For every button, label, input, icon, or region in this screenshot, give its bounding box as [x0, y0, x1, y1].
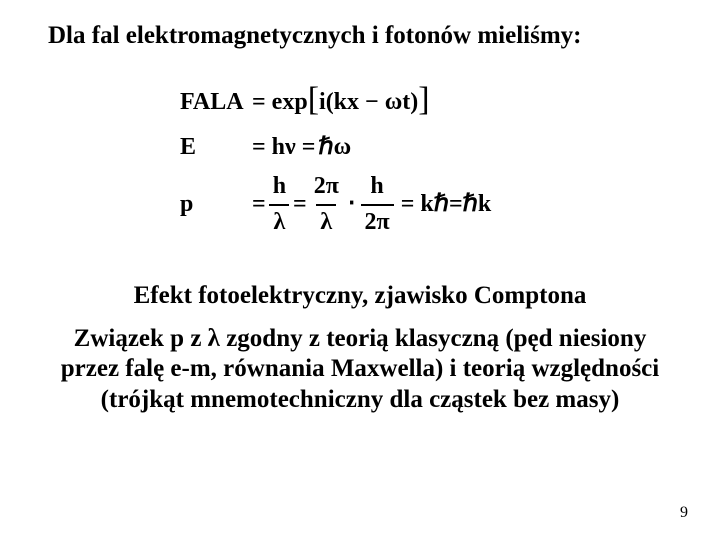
- equation-momentum: p = h λ = 2π λ ⋅ h 2π = k ℏ = ℏ k: [180, 171, 690, 237]
- eq3-f3num: h: [366, 171, 387, 203]
- eq1-lhs: FALA: [180, 87, 252, 118]
- eq3-f1den: λ: [269, 204, 289, 238]
- eq3-frac1: h λ: [269, 171, 290, 237]
- eq3-f1num: h: [269, 171, 290, 203]
- eq2-rhs1: = hν =: [252, 132, 315, 163]
- eq3-frac2: 2π λ: [310, 171, 343, 237]
- eq2-hbar: ℏ: [318, 132, 333, 163]
- eq3-f2den: λ: [316, 204, 336, 238]
- eq3-eq3: = k: [401, 189, 434, 220]
- subtitle: Efekt fotoelektryczny, zjawisko Comptona: [30, 282, 690, 310]
- eq3-dot: ⋅: [348, 189, 356, 220]
- eq3-eq4: =: [449, 189, 463, 220]
- close-bracket: ]: [418, 78, 429, 122]
- eq3-eq2: =: [293, 189, 307, 220]
- eq3-eq1: =: [252, 189, 266, 220]
- eq3-f3den: 2π: [361, 204, 394, 238]
- slide-title: Dla fal elektromagnetycznych i fotonów m…: [48, 22, 690, 50]
- equation-energy: E = hν = ℏ ω: [180, 132, 690, 163]
- eq1-paren: (kx − ωt): [326, 87, 419, 118]
- eq3-hbar2: ℏ: [463, 189, 478, 220]
- eq2-omega: ω: [334, 132, 352, 163]
- eq2-lhs: E: [180, 132, 252, 163]
- eq3-k: k: [478, 189, 491, 220]
- equation-fala: FALA = exp [ i (kx − ωt) ]: [180, 80, 690, 124]
- eq3-hbar: ℏ: [434, 189, 449, 220]
- eq1-i: i: [319, 87, 326, 118]
- equations-block: FALA = exp [ i (kx − ωt) ] E = hν = ℏ ω …: [180, 80, 690, 238]
- page-number: 9: [680, 504, 688, 522]
- eq1-exp: = exp: [252, 87, 308, 118]
- body-text: Związek p z λ zgodny z teorią klasyczną …: [30, 324, 690, 416]
- eq3-f2num: 2π: [310, 171, 343, 203]
- open-bracket: [: [308, 78, 319, 122]
- eq3-lhs: p: [180, 189, 252, 220]
- eq3-frac3: h 2π: [361, 171, 394, 237]
